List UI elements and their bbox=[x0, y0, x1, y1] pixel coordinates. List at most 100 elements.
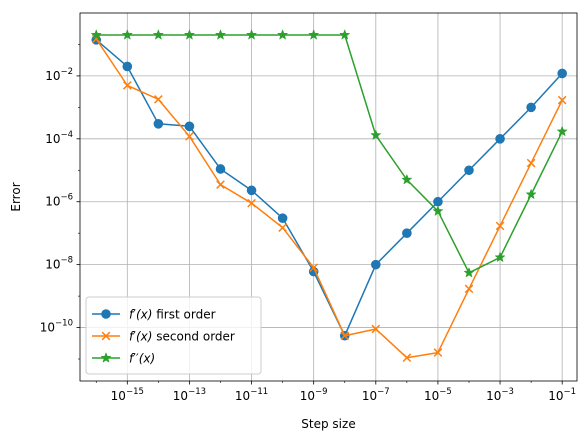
x-marker-stroke bbox=[278, 223, 287, 232]
series-2-point bbox=[309, 263, 319, 273]
x-tick-label: 10−1 bbox=[548, 387, 576, 403]
series-3-point bbox=[432, 205, 444, 216]
legend-marker bbox=[100, 352, 112, 363]
plot-frame bbox=[79, 12, 578, 382]
legend-label-function: f bbox=[129, 352, 135, 366]
x-marker-stroke bbox=[101, 331, 111, 341]
series-3-point bbox=[121, 29, 133, 40]
x-marker-stroke bbox=[495, 221, 505, 231]
grid-lines bbox=[80, 13, 577, 381]
x-marker-stroke bbox=[402, 353, 412, 363]
series-3-point bbox=[183, 29, 196, 40]
legend-label: f′′(x) bbox=[129, 352, 155, 366]
y-tick-label-base: 10 bbox=[45, 69, 60, 83]
series-layer bbox=[90, 29, 568, 363]
series-2-point bbox=[122, 81, 132, 90]
legend-label: f′(x) second order bbox=[129, 330, 235, 344]
series-1-point bbox=[184, 121, 195, 132]
x-tick-label-base: 10 bbox=[486, 389, 501, 403]
series-1-point bbox=[557, 68, 567, 79]
y-tick-label-exponent: −6 bbox=[60, 193, 73, 203]
series-2-point bbox=[433, 348, 443, 357]
legend-item-2: f′(x) second order bbox=[92, 330, 235, 344]
legend-label-prime: ′ bbox=[133, 308, 136, 322]
x-marker-stroke bbox=[122, 81, 132, 90]
x-tick-label: 10−9 bbox=[300, 387, 328, 403]
x-tick-label-base: 10 bbox=[300, 389, 315, 403]
series-1-point bbox=[277, 213, 288, 223]
series-3-point bbox=[152, 29, 164, 40]
series-3-point bbox=[245, 29, 258, 40]
series-2-point bbox=[185, 132, 194, 141]
x-marker-stroke bbox=[185, 132, 194, 141]
series-3-point bbox=[214, 29, 227, 40]
series-2-point bbox=[154, 95, 163, 104]
x-marker-stroke bbox=[526, 158, 536, 168]
series-3-point bbox=[401, 173, 413, 185]
x-tick-label-base: 10 bbox=[235, 389, 250, 403]
series-2-point bbox=[371, 324, 381, 334]
series-2-point bbox=[526, 158, 536, 168]
y-tick-label-base: 10 bbox=[45, 132, 60, 146]
x-tick-label-exponent: −7 bbox=[377, 387, 390, 397]
series-2-point bbox=[247, 198, 256, 208]
y-tick-label: 10−10 bbox=[40, 319, 73, 335]
x-marker-stroke bbox=[371, 324, 381, 334]
legend-label-argument: (x) bbox=[139, 352, 155, 366]
x-axis-label: Step size bbox=[301, 417, 355, 431]
y-tick-label-exponent: −8 bbox=[60, 256, 73, 266]
y-axis-label: Error bbox=[9, 182, 23, 211]
y-tick-label-base: 10 bbox=[45, 258, 60, 272]
legend-label-prime: ′′ bbox=[133, 352, 139, 366]
legend-box bbox=[85, 296, 262, 375]
series-1-point bbox=[464, 165, 474, 176]
series-2-point bbox=[278, 223, 287, 232]
series-3-point bbox=[556, 125, 568, 137]
legend-label-function: f bbox=[129, 330, 135, 344]
series-2-point bbox=[340, 331, 350, 341]
series-1-point bbox=[246, 185, 257, 196]
series-3 bbox=[90, 29, 568, 278]
series-3-line bbox=[96, 34, 563, 274]
x-tick-label-exponent: −1 bbox=[564, 387, 577, 397]
x-tick-label: 10−7 bbox=[362, 387, 390, 403]
y-tick-label-base: 10 bbox=[45, 195, 60, 209]
x-tick-label-base: 10 bbox=[548, 389, 563, 403]
y-tick-label: 10−4 bbox=[45, 130, 73, 146]
legend-label-function: f bbox=[129, 308, 135, 322]
legend-label-suffix: second order bbox=[152, 330, 234, 344]
x-tick-label: 10−15 bbox=[111, 387, 144, 403]
series-1-point bbox=[122, 61, 133, 72]
series-1-point bbox=[215, 164, 226, 174]
series-1-point bbox=[526, 102, 536, 113]
series-1-point bbox=[433, 196, 443, 207]
legend-item-1: f′(x) first order bbox=[92, 308, 216, 322]
legend-marker bbox=[101, 331, 111, 341]
series-2-point bbox=[557, 95, 567, 105]
series-1-line bbox=[95, 39, 563, 337]
series-1-point bbox=[153, 119, 164, 129]
series-3-point bbox=[494, 251, 506, 263]
x-tick-label: 10−13 bbox=[173, 387, 206, 403]
series-2-point bbox=[495, 221, 505, 231]
x-marker-stroke bbox=[216, 180, 225, 189]
series-2-point bbox=[464, 284, 474, 294]
legend-label: f′(x) first order bbox=[129, 308, 216, 322]
x-tick-label-exponent: −11 bbox=[250, 387, 268, 397]
legend-label-suffix: first order bbox=[152, 308, 215, 322]
x-marker-stroke bbox=[557, 95, 567, 105]
y-tick-label: 10−6 bbox=[45, 193, 73, 209]
x-tick-label: 10−3 bbox=[486, 387, 514, 403]
series-1-point bbox=[371, 259, 381, 270]
x-marker-stroke bbox=[154, 95, 163, 104]
series-3-point bbox=[276, 29, 289, 40]
series-3-point bbox=[463, 266, 475, 278]
series-2 bbox=[91, 34, 567, 363]
y-tick-label-exponent: −10 bbox=[55, 319, 73, 329]
series-1-point bbox=[495, 134, 505, 144]
series-2-line bbox=[95, 38, 563, 359]
x-tick-label-exponent: −15 bbox=[126, 387, 144, 397]
series-2-point bbox=[216, 180, 225, 189]
